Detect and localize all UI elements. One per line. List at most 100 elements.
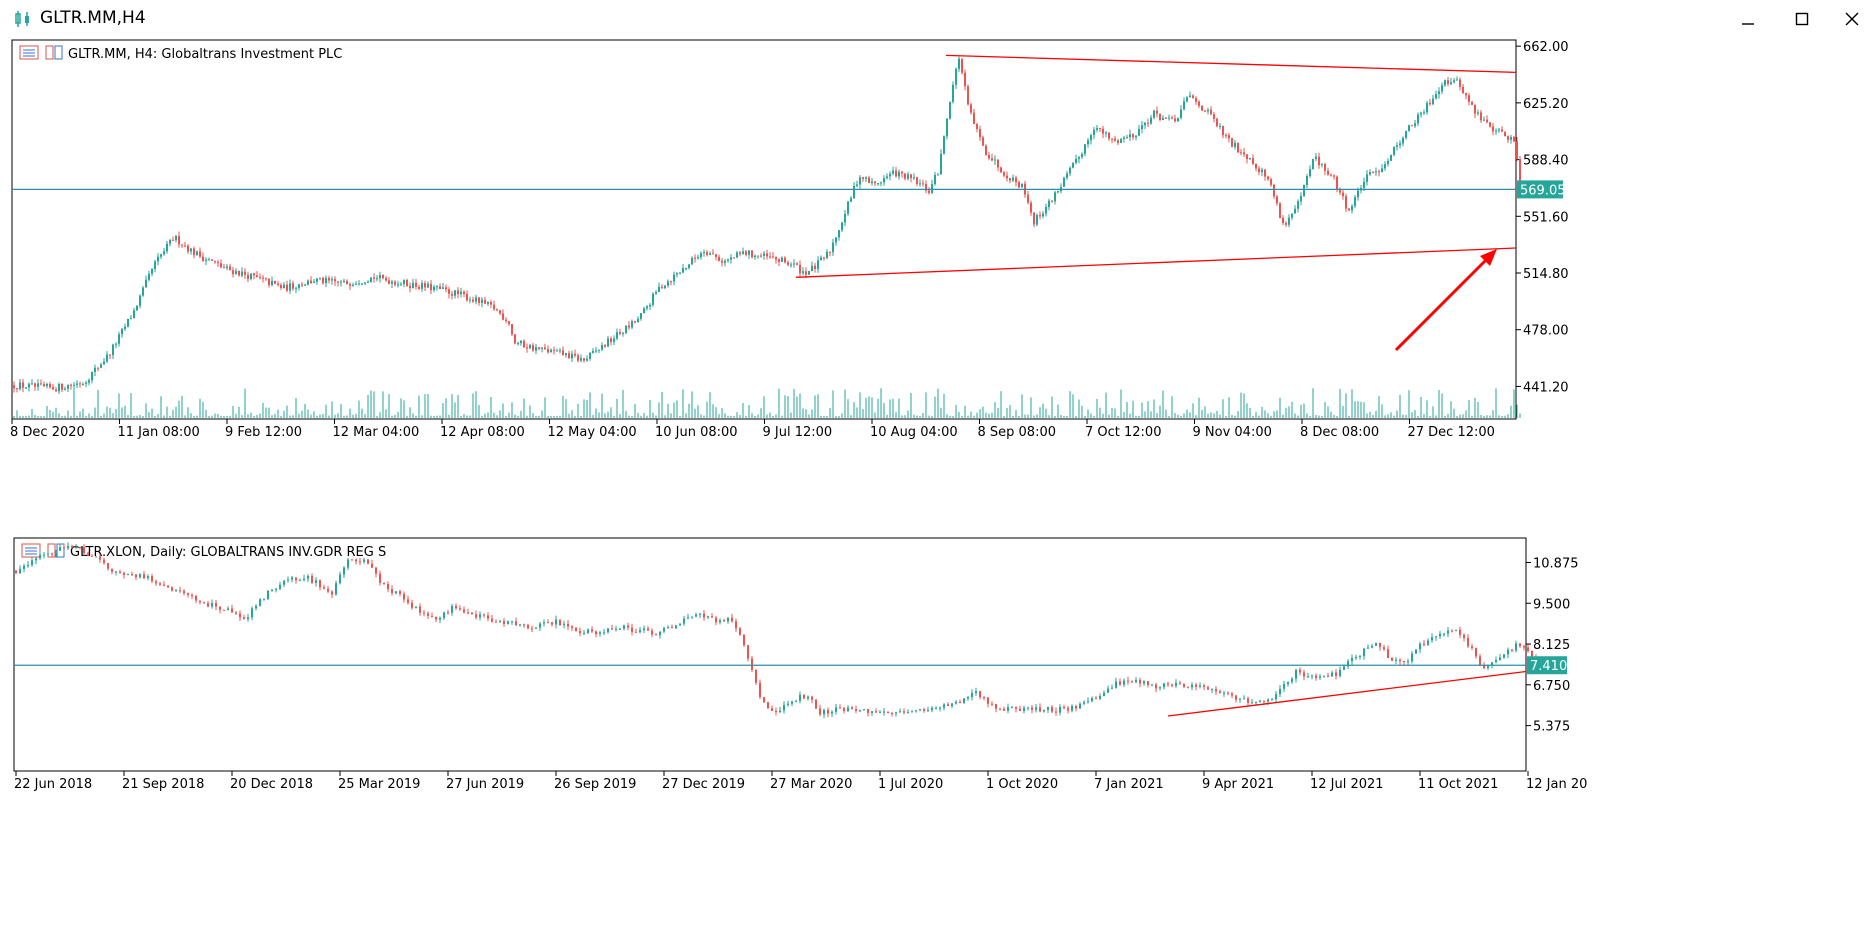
candle-body <box>383 582 385 585</box>
candle-body <box>520 340 522 344</box>
candle-body <box>280 284 282 289</box>
candle-body <box>303 578 305 581</box>
candle-body <box>574 353 576 356</box>
minimize-button[interactable] <box>1728 6 1768 32</box>
candle-body <box>391 281 393 284</box>
candle-body <box>351 559 353 561</box>
candle-body <box>115 343 117 345</box>
candle-body <box>298 284 300 288</box>
candle-body <box>1147 681 1149 686</box>
candle-body <box>679 623 681 626</box>
candle-body <box>607 338 609 347</box>
candle-body <box>67 384 69 389</box>
candle-body <box>271 589 273 591</box>
chart-gltr-mm[interactable]: 662.00 625.20 588.40 551.60 514.80 478.00 441.… <box>0 36 1868 528</box>
candle-body <box>1383 647 1385 650</box>
candle-body <box>127 318 129 327</box>
candle-body <box>1072 162 1074 168</box>
candle-body <box>664 285 666 289</box>
candle-body <box>343 567 345 575</box>
candle-body <box>1384 164 1386 169</box>
candle-body <box>580 358 582 361</box>
candle-body <box>1395 659 1397 661</box>
current-price-tag <box>1527 656 1567 675</box>
candle-body <box>711 616 713 618</box>
candle-body <box>181 244 183 246</box>
candle-body <box>1039 707 1041 712</box>
candle-body <box>191 594 193 597</box>
candle-body <box>781 257 783 262</box>
candle-body <box>915 710 917 712</box>
candle-body <box>82 383 84 385</box>
candle-body <box>388 280 390 284</box>
candle-body <box>1108 132 1110 139</box>
candle-body <box>1432 98 1434 105</box>
candle-body <box>995 704 997 709</box>
candle-body <box>1027 194 1029 203</box>
candle-body <box>64 388 66 390</box>
candle-body <box>1288 217 1290 225</box>
candle-body <box>229 266 231 271</box>
candle-body <box>409 285 411 289</box>
candle-body <box>1431 636 1433 641</box>
candle-body <box>898 171 900 177</box>
candle-body <box>183 590 185 594</box>
candle-body <box>238 270 240 276</box>
candle-body <box>1504 131 1506 137</box>
maximize-button[interactable] <box>1782 6 1822 32</box>
candle-body <box>604 345 606 347</box>
candle-body <box>379 274 381 279</box>
candle-body <box>1323 675 1325 677</box>
candle-body <box>283 580 285 585</box>
candle-body <box>427 283 429 288</box>
candle-body <box>471 612 473 615</box>
candle-body <box>1186 97 1188 102</box>
candle-body <box>663 628 665 632</box>
candle-body <box>827 709 829 714</box>
candle-body <box>1510 137 1512 140</box>
candle-body <box>1455 629 1457 631</box>
chart-gltr-xlon[interactable]: 10.875 9.500 8.125 6.750 5.375 22 Jun 2018 21 … <box>0 534 1868 946</box>
candle-body <box>490 302 492 305</box>
candle-body <box>999 708 1001 710</box>
candle-body <box>1066 173 1068 178</box>
annotation-arrow <box>1394 256 1490 352</box>
candle-body <box>688 264 690 268</box>
candle-body <box>887 711 889 714</box>
candle-body <box>436 286 438 288</box>
candle-body <box>1191 684 1193 688</box>
candle-body <box>1195 684 1197 687</box>
candle-body <box>91 555 93 557</box>
candle-body <box>100 364 102 368</box>
candle-body <box>803 694 805 699</box>
candle-body <box>766 253 768 257</box>
candle-body <box>901 171 903 174</box>
candle-body <box>1312 158 1314 170</box>
candle-body <box>1240 152 1242 154</box>
candle-body <box>169 239 171 244</box>
candle-body <box>868 177 870 184</box>
close-button[interactable] <box>1832 6 1868 32</box>
candle-body <box>1207 687 1209 690</box>
candle-body <box>1180 109 1182 119</box>
candle-body <box>1403 661 1405 663</box>
candle-body <box>40 383 42 385</box>
candle-body <box>760 255 762 257</box>
candle-body <box>790 264 792 266</box>
candle-body <box>79 383 81 385</box>
candle-body <box>445 287 447 290</box>
candle-body <box>919 183 921 185</box>
candle-body <box>103 361 105 365</box>
candle-body <box>55 389 57 392</box>
candle-body <box>88 380 90 383</box>
candle-body <box>1423 643 1425 645</box>
candle-body <box>1306 176 1308 186</box>
candle-body <box>207 603 209 607</box>
candle-body <box>1051 200 1053 202</box>
candle-body <box>430 283 432 291</box>
candle-body <box>515 621 517 626</box>
candle-body <box>343 280 345 282</box>
candle-body <box>1375 171 1377 173</box>
candle-body <box>160 254 162 257</box>
candle-body <box>1031 707 1033 710</box>
